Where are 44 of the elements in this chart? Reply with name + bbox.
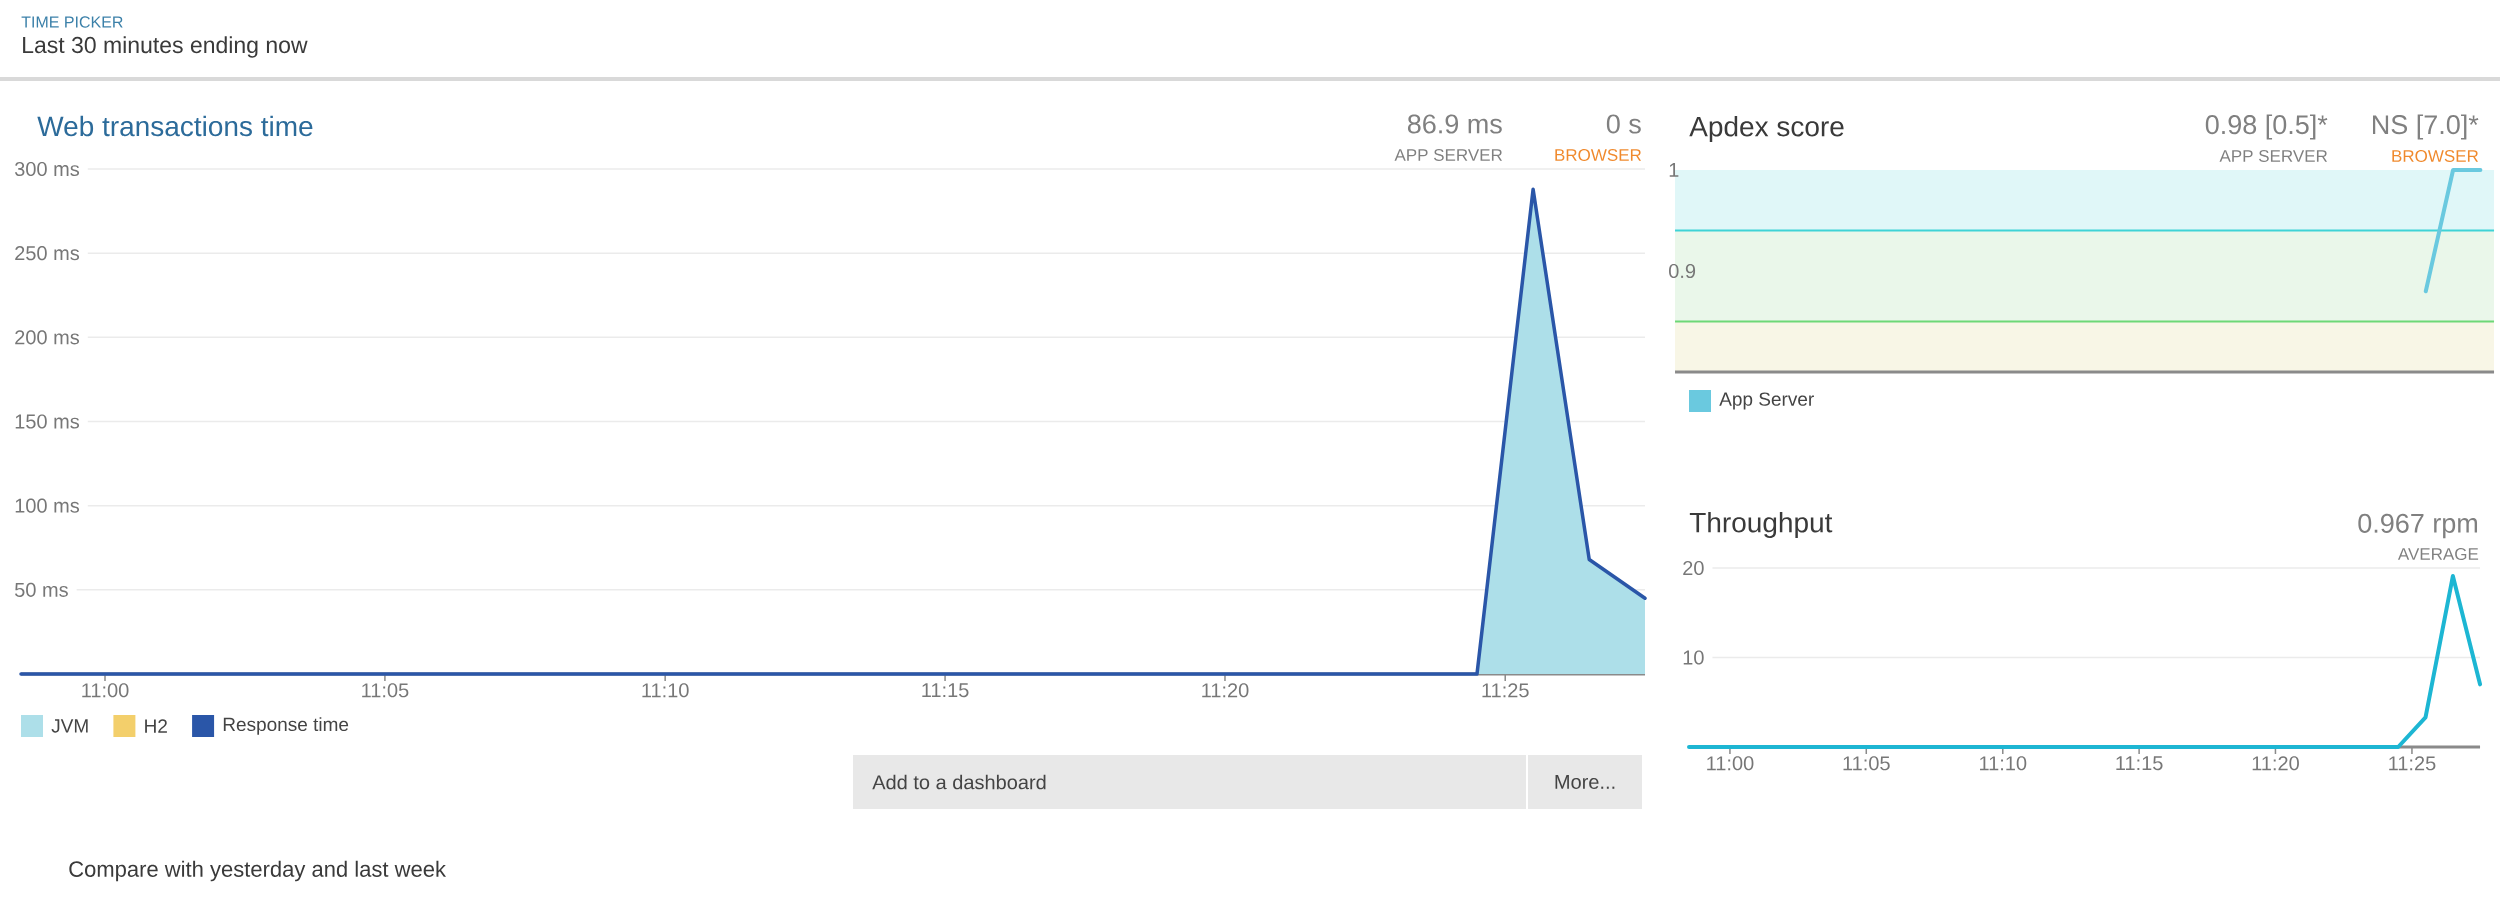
text: 86.9 ms [1407, 114, 1502, 134]
x-tick-label: 11:10 [1980, 756, 2027, 771]
x-tick-label: 11:20 [2252, 756, 2299, 771]
legend-label: JVM [51, 719, 88, 733]
chart-title: Apdex score [1689, 115, 1844, 143]
text: 0.967 rpm [2358, 513, 2478, 539]
x-tick-label: 11:15 [922, 683, 969, 698]
chart-title: Web transactions time [37, 115, 313, 137]
text: Last 30 minutes ending now [23, 36, 308, 58]
y-tick-label: 0.9 [1669, 263, 1696, 279]
y-tick-label: 10 [1683, 650, 1704, 665]
text: 0.98 [0.5]* [2205, 114, 2328, 140]
x-tick-label: 11:10 [642, 683, 689, 698]
y-tick-label: 150 ms [15, 414, 80, 429]
text: APP SERVER [1394, 148, 1503, 162]
y-tick-label: 200 ms [15, 330, 80, 345]
chart-title: Throughput [1689, 511, 1833, 539]
text: APP SERVER [2219, 149, 2328, 163]
legend-label: Response time [223, 717, 349, 735]
x-tick-label: 11:20 [1202, 683, 1249, 698]
y-tick-label: 1 [1669, 163, 1679, 177]
y-tick-label: 20 [1683, 560, 1704, 576]
y-tick-label: 250 ms [15, 246, 80, 261]
text: BROWSER [1555, 148, 1642, 162]
legend-label: App Server [1719, 392, 1814, 410]
x-tick-label: 11:25 [2389, 756, 2436, 771]
text: Compare with yesterday and last week [69, 860, 447, 882]
x-tick-label: 11:25 [1482, 683, 1529, 698]
y-tick-label: 50 ms [15, 582, 68, 597]
y-tick-label: 300 ms [14, 161, 80, 177]
text: NS [7.0]* [2373, 114, 2479, 140]
x-tick-label: 11:05 [362, 683, 409, 698]
text: AVERAGE [2397, 547, 2479, 561]
text: More... [1555, 775, 1615, 789]
text: Add to a dashboard [872, 774, 1046, 790]
x-tick-label: 11:00 [82, 683, 129, 698]
x-tick-label: 11:05 [1843, 756, 1890, 771]
text: BROWSER [2392, 149, 2479, 163]
text: 0 s [1606, 114, 1641, 134]
legend-label: H2 [145, 719, 167, 733]
x-tick-label: 11:15 [2116, 756, 2163, 771]
text: TIME PICKER [21, 16, 123, 28]
y-tick-label: 100 ms [15, 498, 80, 513]
x-tick-label: 11:00 [1707, 756, 1754, 771]
